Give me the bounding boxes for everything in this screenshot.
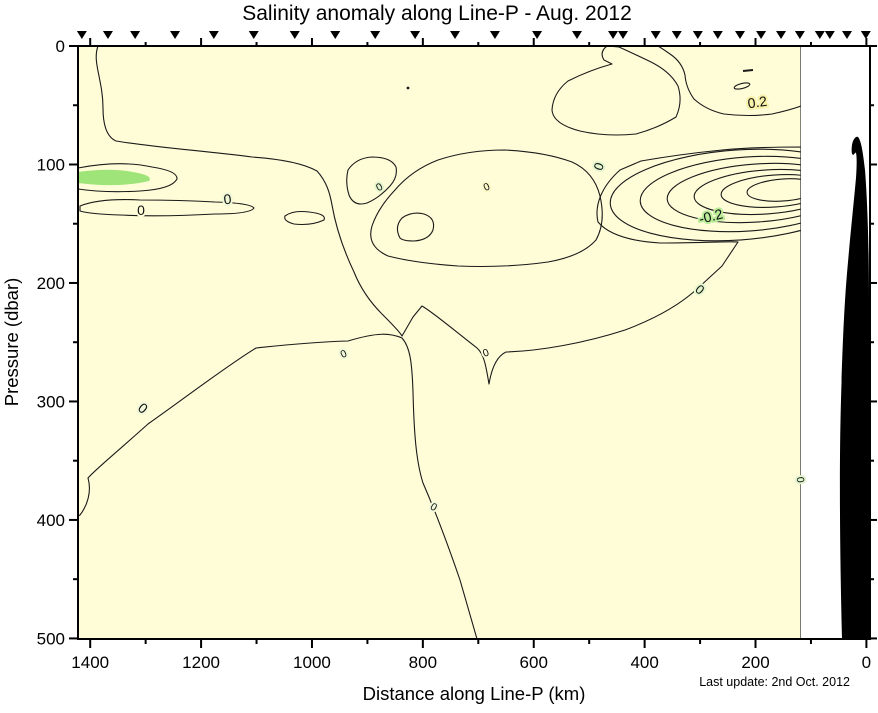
surface-positive-blob [551, 46, 681, 136]
station-marker-triangle [248, 31, 259, 39]
tiny-contour-loop [733, 82, 751, 90]
fresh-ring-1 [609, 148, 801, 242]
station-marker-triangle [814, 31, 825, 39]
station-marker-triangle [841, 31, 852, 39]
station-marker-triangle [860, 31, 871, 39]
station-marker-triangle [756, 31, 767, 39]
fresh-ring-core [746, 178, 801, 202]
bathymetry-silhouette [839, 136, 869, 639]
x-tick-label: 800 [409, 653, 437, 672]
negative-anomaly-region [78, 46, 801, 639]
yellow-sliver-island [79, 199, 255, 217]
surface-positive-corner [657, 46, 801, 117]
offshore-fresh-outer [78, 163, 178, 193]
y-tick-label: 0 [56, 37, 65, 56]
station-marker-triangle [76, 31, 87, 39]
station-marker-triangle [692, 31, 703, 39]
station-marker-triangle [734, 31, 745, 39]
contour-value-label: 0 [137, 202, 145, 218]
station-marker-triangle [671, 31, 682, 39]
station-marker-triangle [608, 31, 619, 39]
fresh-ring-4 [693, 168, 801, 216]
station-marker-triangle [776, 31, 787, 39]
contour-value-label: 0 [794, 476, 806, 483]
positive-anomaly-base [78, 46, 801, 639]
yellow-small-island [284, 210, 325, 226]
station-marker-triangle [618, 31, 629, 39]
tiny-contour-dash [742, 69, 754, 72]
contour-field [78, 46, 801, 639]
positive-mound [370, 149, 603, 268]
y-tick-label: 500 [37, 629, 65, 648]
y-tick-label: 200 [37, 274, 65, 293]
station-marker-triangle [712, 31, 723, 39]
station-marker-triangle [450, 31, 461, 39]
footnote: Last update: 2nd Oct. 2012 [699, 675, 850, 689]
offshore-fresh-inner [78, 169, 150, 186]
station-marker-triangle [170, 31, 181, 39]
x-tick-label: 1200 [182, 653, 220, 672]
station-marker-triangle [102, 31, 113, 39]
offshore-fresh-layer [78, 163, 178, 193]
station-marker-triangle [532, 31, 543, 39]
station-marker-triangle [571, 31, 582, 39]
station-marker-triangle [650, 31, 661, 39]
fresh-core-rings [609, 148, 801, 242]
station-marker-triangle [130, 31, 141, 39]
chart-title: Salinity anomaly along Line-P - Aug. 201… [242, 2, 632, 25]
y-axis-label: Pressure (dbar) [1, 278, 22, 407]
x-tick-label: 600 [520, 653, 548, 672]
tiny-contour-dot [406, 86, 410, 90]
station-marker-triangle [489, 31, 500, 39]
axis-ticks: 1400 1200 1000 800 600 400 200 0 0 100 200 300 400 50… [37, 37, 877, 672]
x-tick-label: 1000 [293, 653, 331, 672]
station-marker-triangle [794, 31, 805, 39]
contour-value-label: 0.2 [747, 93, 769, 112]
station-markers [76, 31, 871, 39]
x-tick-label: 0 [862, 653, 871, 672]
station-marker-triangle [208, 31, 219, 39]
x-axis-label: Distance along Line-P (km) [363, 683, 586, 704]
station-marker-triangle [410, 31, 421, 39]
x-tick-label: 400 [630, 653, 658, 672]
station-marker-triangle [330, 31, 341, 39]
fresh-ring-5 [720, 174, 801, 208]
x-tick-label: 200 [741, 653, 769, 672]
y-tick-label: 300 [37, 392, 65, 411]
station-marker-triangle [289, 31, 300, 39]
y-tick-label: 100 [37, 155, 65, 174]
x-tick-label: 1400 [71, 653, 109, 672]
station-marker-triangle [824, 31, 835, 39]
fresh-ring-2 [639, 155, 801, 233]
small-green-blob [346, 156, 397, 205]
positive-mound-inner [396, 212, 435, 242]
fresh-ring-3 [666, 162, 801, 224]
station-marker-triangle [370, 31, 381, 39]
y-tick-label: 400 [37, 511, 65, 530]
